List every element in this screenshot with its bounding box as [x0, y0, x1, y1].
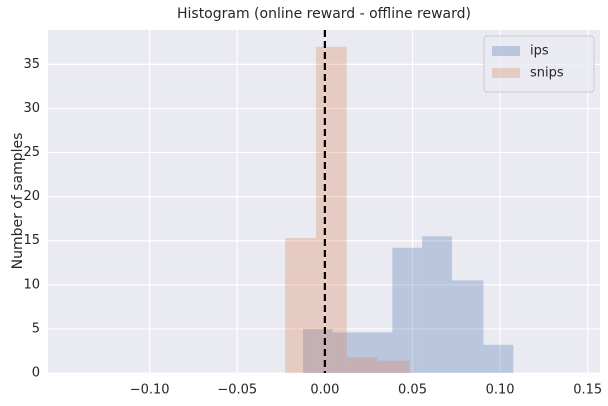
y-tick-label: 10: [23, 277, 40, 292]
histogram-bar: [422, 236, 452, 373]
y-tick-label: 20: [23, 189, 40, 204]
histogram-bar: [302, 328, 333, 373]
y-tick-label: 0: [32, 366, 40, 381]
y-tick-label: 35: [23, 57, 40, 72]
histogram-bar: [285, 238, 316, 373]
histogram-bar: [451, 280, 484, 373]
x-tick-label: 0.05: [398, 383, 427, 398]
histogram-bar: [392, 247, 423, 373]
histogram-bar: [362, 332, 393, 373]
y-tick-label: 30: [23, 101, 40, 116]
histogram-bar: [346, 357, 378, 373]
histogram-bar: [315, 46, 347, 374]
chart-title: Histogram (online reward - offline rewar…: [177, 6, 471, 22]
histogram-bar: [332, 332, 363, 373]
x-tick-label: 0.00: [310, 383, 339, 398]
histogram-bar: [377, 360, 410, 373]
histogram-bar: [483, 344, 514, 373]
y-tick-label: 25: [23, 145, 40, 160]
y-tick-label: 5: [32, 321, 40, 336]
y-tick-label: 15: [23, 233, 40, 248]
x-tick-label: 0.10: [486, 383, 515, 398]
legend-swatch: [492, 68, 520, 78]
legend-swatch: [492, 46, 520, 56]
y-axis-label: Number of samples: [10, 133, 26, 270]
legend-label: snips: [530, 66, 564, 81]
x-tick-label: 0.15: [573, 383, 602, 398]
x-tick-label: −0.05: [217, 383, 257, 398]
x-tick-label: −0.10: [130, 383, 170, 398]
legend-box: [483, 35, 595, 93]
legend-label: ips: [530, 44, 549, 59]
